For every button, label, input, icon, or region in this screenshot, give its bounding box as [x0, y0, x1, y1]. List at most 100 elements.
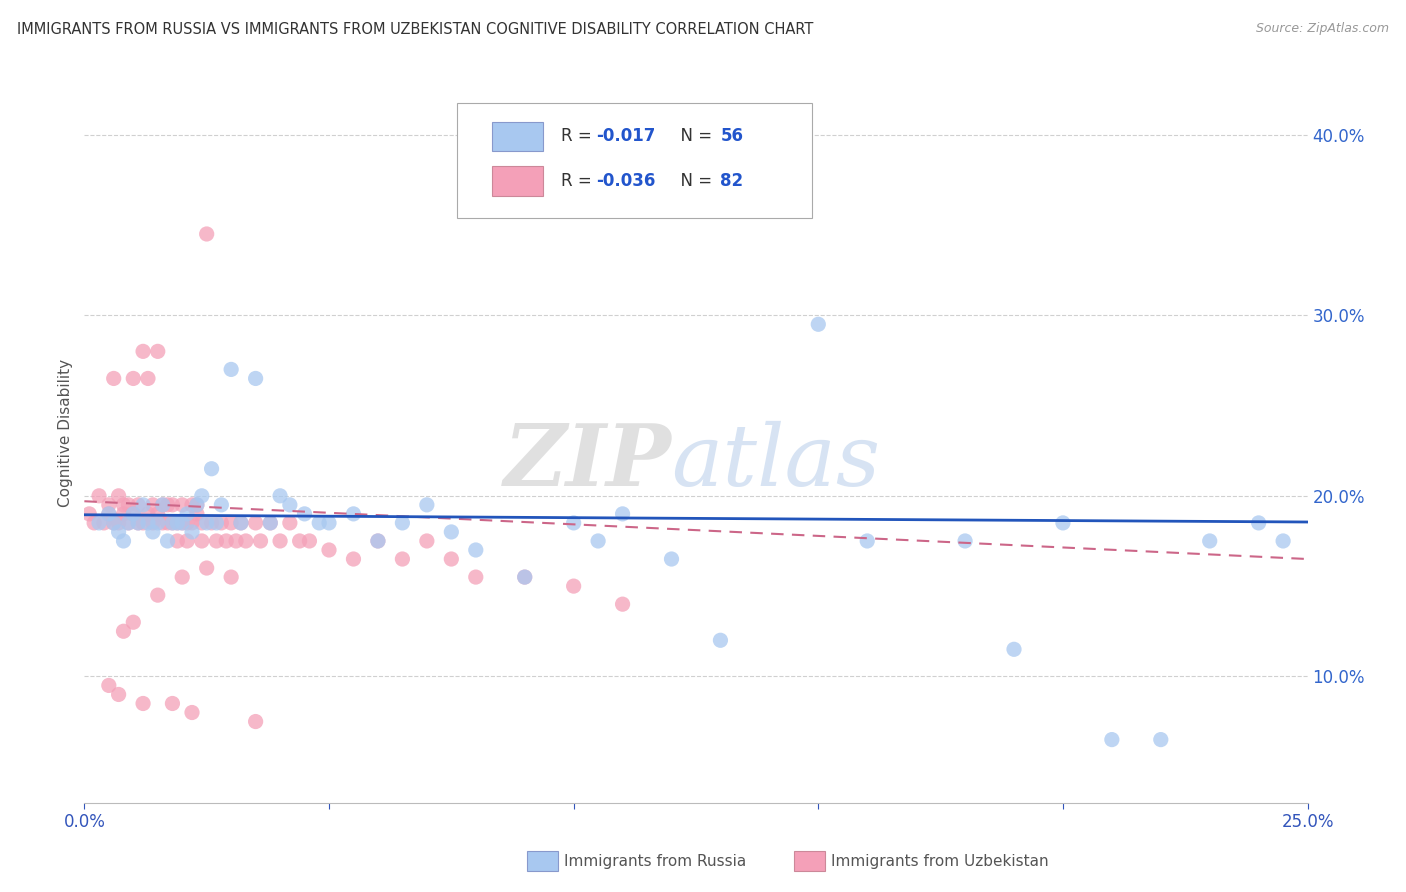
Text: ZIP: ZIP	[503, 420, 672, 504]
Text: 56: 56	[720, 128, 744, 145]
Point	[162, 516, 184, 530]
Point	[97, 507, 120, 521]
Point	[97, 498, 120, 512]
Point	[612, 507, 634, 521]
Point	[186, 498, 208, 512]
Point	[191, 533, 214, 548]
Point	[146, 507, 169, 521]
Point	[127, 516, 149, 530]
Point	[172, 516, 194, 530]
Point	[235, 533, 257, 548]
Text: R =: R =	[561, 172, 598, 190]
Point	[107, 516, 129, 530]
Point	[162, 498, 184, 512]
Point	[391, 552, 413, 566]
Point	[205, 516, 228, 530]
Point	[172, 498, 194, 512]
Point	[112, 533, 135, 548]
Point	[166, 516, 188, 530]
Point	[440, 524, 463, 539]
Point	[288, 533, 311, 548]
Point	[245, 371, 267, 385]
Point	[162, 516, 184, 530]
Point	[464, 570, 486, 584]
Point	[586, 533, 609, 548]
Text: Source: ZipAtlas.com: Source: ZipAtlas.com	[1256, 22, 1389, 36]
Point	[136, 371, 159, 385]
Point	[209, 516, 232, 530]
Point	[97, 507, 120, 521]
Point	[215, 533, 238, 548]
Point	[249, 533, 271, 548]
Point	[122, 615, 145, 630]
Point	[195, 227, 218, 241]
Point	[562, 516, 585, 530]
FancyBboxPatch shape	[492, 121, 543, 152]
Point	[146, 588, 169, 602]
Point	[142, 524, 165, 539]
Text: R =: R =	[561, 128, 598, 145]
Point	[166, 516, 188, 530]
Point	[1247, 516, 1270, 530]
Point	[122, 507, 145, 521]
Point	[219, 516, 242, 530]
Point	[122, 507, 145, 521]
Point	[513, 570, 536, 584]
Point	[308, 516, 330, 530]
Point	[132, 344, 155, 359]
Point	[103, 371, 125, 385]
Point	[856, 533, 879, 548]
Point	[1002, 642, 1025, 657]
Point	[259, 516, 281, 530]
Point	[391, 516, 413, 530]
Point	[176, 507, 198, 521]
Point	[298, 533, 321, 548]
Point	[142, 498, 165, 512]
Point	[176, 533, 198, 548]
Point	[1272, 533, 1295, 548]
Point	[181, 516, 204, 530]
Point	[278, 516, 301, 530]
Point	[152, 498, 174, 512]
Point	[103, 516, 125, 530]
Point	[127, 498, 149, 512]
Point	[245, 714, 267, 729]
Point	[612, 597, 634, 611]
Point	[166, 533, 188, 548]
Point	[107, 524, 129, 539]
Point	[807, 318, 830, 332]
Point	[117, 516, 139, 530]
Point	[464, 543, 486, 558]
Point	[225, 533, 247, 548]
Point	[440, 552, 463, 566]
Point	[1052, 516, 1074, 530]
Point	[229, 516, 252, 530]
Point	[181, 524, 204, 539]
Text: -0.017: -0.017	[596, 128, 655, 145]
Point	[186, 498, 208, 512]
Text: IMMIGRANTS FROM RUSSIA VS IMMIGRANTS FROM UZBEKISTAN COGNITIVE DISABILITY CORREL: IMMIGRANTS FROM RUSSIA VS IMMIGRANTS FRO…	[17, 22, 813, 37]
Point	[191, 489, 214, 503]
Point	[205, 533, 228, 548]
Point	[661, 552, 683, 566]
Point	[219, 362, 242, 376]
Point	[219, 570, 242, 584]
Point	[513, 570, 536, 584]
Point	[245, 516, 267, 530]
Point	[97, 678, 120, 692]
Point	[132, 516, 155, 530]
Point	[146, 516, 169, 530]
Point	[181, 498, 204, 512]
Point	[1198, 533, 1220, 548]
Point	[156, 533, 179, 548]
Point	[953, 533, 976, 548]
Point	[156, 516, 179, 530]
Point	[278, 498, 301, 512]
Text: 82: 82	[720, 172, 744, 190]
Point	[83, 516, 105, 530]
Point	[367, 533, 389, 548]
FancyBboxPatch shape	[457, 103, 813, 218]
Point	[132, 498, 155, 512]
Text: Immigrants from Russia: Immigrants from Russia	[564, 855, 747, 869]
Point	[156, 498, 179, 512]
